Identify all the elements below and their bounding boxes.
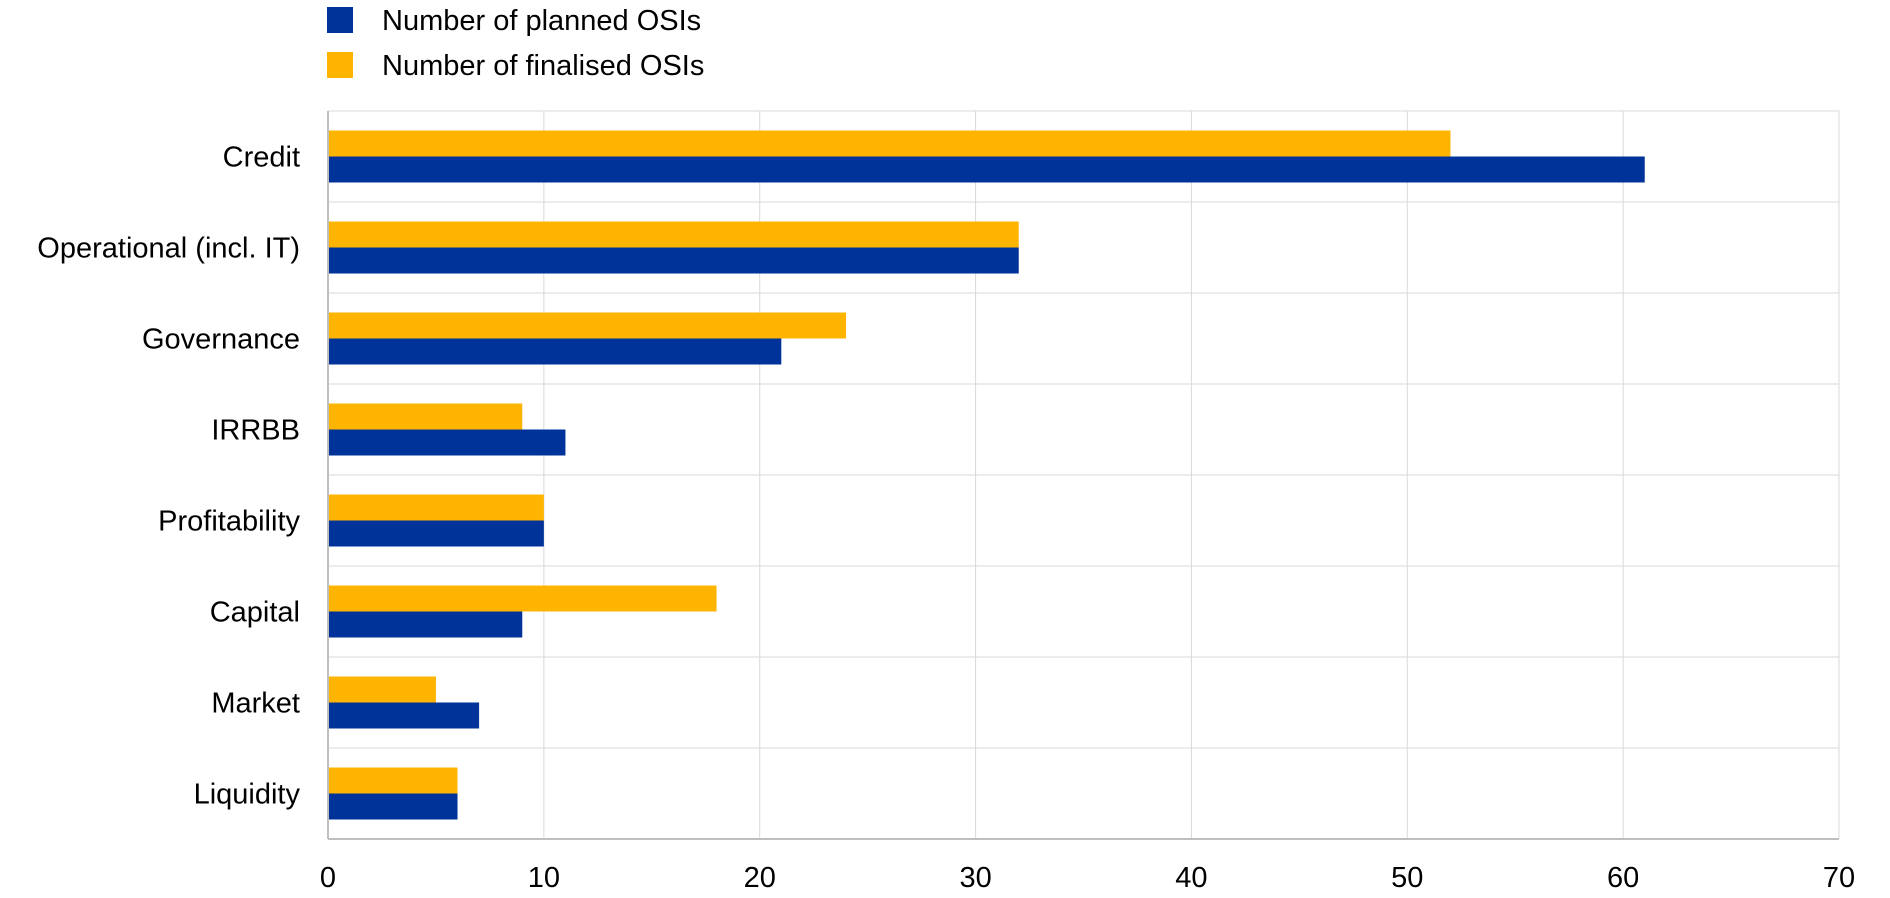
category-label: IRRBB xyxy=(211,415,300,447)
x-tick-labels: 0 10 20 30 40 50 60 70 xyxy=(320,862,1855,894)
bar-planned xyxy=(328,520,544,547)
x-tick-label: 30 xyxy=(959,862,991,894)
bar-finalised xyxy=(328,585,717,612)
category-label: Liquidity xyxy=(194,779,301,811)
category-label: Profitability xyxy=(158,506,300,538)
bar-planned xyxy=(328,611,523,638)
legend-swatch-finalised xyxy=(327,52,353,78)
x-tick-label: 40 xyxy=(1175,862,1207,894)
bar-finalised xyxy=(328,767,458,794)
bar-finalised xyxy=(328,130,1451,157)
bar-planned xyxy=(328,429,566,456)
bar-finalised xyxy=(328,221,1019,248)
bar-finalised xyxy=(328,403,523,430)
bar-finalised xyxy=(328,676,436,703)
legend-label-finalised: Number of finalised OSIs xyxy=(382,50,704,82)
category-label: Governance xyxy=(142,324,300,356)
bar-planned xyxy=(328,793,458,820)
legend: Number of planned OSIs Number of finalise… xyxy=(327,5,704,82)
bar-planned xyxy=(328,338,782,365)
category-label: Credit xyxy=(223,142,300,174)
bar-finalised xyxy=(328,312,847,339)
bars xyxy=(328,130,1645,820)
legend-label-planned: Number of planned OSIs xyxy=(382,5,701,37)
x-tick-label: 70 xyxy=(1823,862,1855,894)
x-tick-label: 60 xyxy=(1607,862,1639,894)
bar-planned xyxy=(328,247,1019,274)
bar-finalised xyxy=(328,494,544,521)
legend-swatch-planned xyxy=(327,7,353,33)
x-tick-label: 50 xyxy=(1391,862,1423,894)
category-label: Capital xyxy=(210,597,300,629)
category-label: Market xyxy=(211,688,300,720)
x-tick-label: 10 xyxy=(528,862,560,894)
x-tick-label: 0 xyxy=(320,862,336,894)
gridlines xyxy=(328,110,1840,839)
bar-planned xyxy=(328,156,1645,183)
x-tick-label: 20 xyxy=(744,862,776,894)
category-labels: Credit Operational (incl. IT) Governance IR… xyxy=(37,142,300,811)
bar-planned xyxy=(328,702,480,729)
category-label: Operational (incl. IT) xyxy=(37,233,300,265)
axes xyxy=(327,111,1839,840)
